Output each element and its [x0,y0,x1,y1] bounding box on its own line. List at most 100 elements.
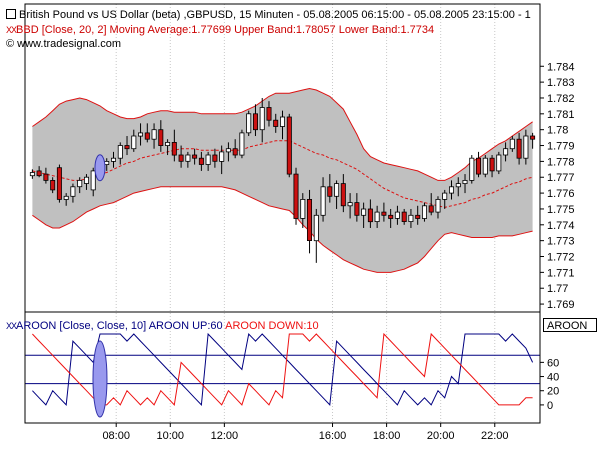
candle [225,142,231,162]
candle [455,177,461,197]
candle [354,193,360,222]
x-tick-label: 10:00 [157,430,185,442]
band-fill [32,88,533,273]
candle-body [131,135,137,150]
candle-body [293,173,299,219]
candle [367,199,373,228]
candle-body [56,167,62,200]
candle-body [442,192,448,200]
candle [530,132,536,149]
candle [192,148,198,165]
axes: 1.769 1.77 1.771 1.772 1.773 1.774 1.775 1.776 1… [24,3,575,442]
candle [334,180,340,209]
y-tick-label: 1.781 [547,109,575,121]
candle [503,142,509,162]
candle-body [273,119,279,127]
candle [212,148,218,168]
candle-body [232,148,238,156]
candle-body [509,138,515,150]
candle [327,174,333,203]
y-tick-label: 1.784 [547,61,575,73]
candle [70,183,76,203]
candle-body [469,157,475,181]
x-tick-label: 08:00 [102,430,130,442]
moving-average-line [32,140,533,208]
y-tick-label: 1.776 [547,188,575,200]
y-tick-label: 1.778 [547,156,575,168]
candle [516,132,522,165]
candle [124,136,130,156]
candle [475,151,481,178]
candle-body [428,205,434,213]
candle-body [43,173,49,181]
candle [158,120,164,152]
candle-body [77,179,83,188]
candle-body [327,186,333,197]
candle-body [421,205,427,219]
title-row: British Pound vs US Dollar (beta) ,GBPUS… [6,9,531,22]
candle-body [374,211,380,223]
candle [421,202,427,222]
y-tick-label: 1.773 [547,236,575,248]
aroon-prefix-icon[interactable]: XX [6,321,17,331]
aroon-up-line [32,332,534,407]
candle [469,155,475,184]
aroon-y-tick-label: 20 [547,386,559,398]
candle-body [523,135,529,159]
aroon-up-label: AROON UP:60 [148,320,223,332]
candle-body [246,113,252,134]
y-tick-label: 1.77 [547,283,568,295]
candle [171,129,177,162]
aroon-y-tick-label: 0 [547,400,553,412]
candle-body [435,198,441,213]
candle-body [165,141,171,146]
candle-body [205,154,211,165]
y-tick-label: 1.783 [547,77,575,89]
candle [117,142,123,165]
candle [340,174,346,213]
candle [50,177,56,194]
candle [381,202,387,222]
copyright-text: © www.tradesignal.com [6,38,122,50]
candle [306,189,312,254]
y-tick-label: 1.78 [547,125,568,137]
candle-body [50,179,56,191]
candle [239,129,245,159]
candle [198,151,204,171]
candle-body [367,208,373,223]
candle-body [313,214,319,242]
candle-body [225,148,231,153]
candle-body [151,129,157,140]
candle [482,155,488,178]
aroon-down-line [32,332,533,406]
candle-body [334,183,340,197]
price-highlight-marker [94,154,106,182]
candle [347,193,353,219]
candle [144,123,150,143]
candle [29,169,35,179]
candle [279,110,285,140]
title-checkbox-icon[interactable] [6,9,16,19]
candle-body [124,145,130,150]
candle [300,193,306,228]
candle-body [117,145,123,159]
candle-body [381,211,387,216]
candle-body [219,151,225,162]
bbd-prefix-icon[interactable]: XX [6,25,17,35]
grid [115,4,496,423]
y-tick-label: 1.772 [547,252,575,264]
candle [246,110,252,137]
candle [205,151,211,171]
candle-body [158,129,164,146]
candle [63,193,69,206]
candle-body [29,172,35,177]
upper-band-line [32,87,533,181]
candle-body [279,116,285,127]
aroon-highlight-marker [92,340,108,418]
candle-body [84,176,90,184]
markers [92,154,108,418]
candle-body [192,154,198,159]
candle-body [266,107,272,121]
candle-body [475,157,481,175]
chart-title: British Pound vs US Dollar (beta) ,GBPUS… [19,9,531,21]
